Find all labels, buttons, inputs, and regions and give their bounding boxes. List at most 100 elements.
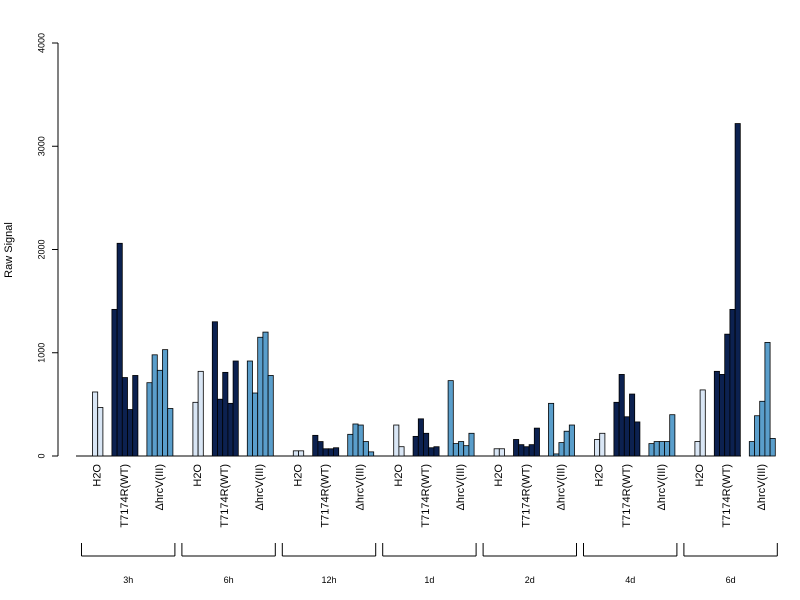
bar bbox=[699, 389, 706, 457]
bar bbox=[458, 441, 465, 457]
bar bbox=[613, 401, 620, 457]
bar bbox=[333, 447, 340, 457]
bar bbox=[232, 360, 239, 457]
bar bbox=[719, 374, 726, 457]
bar bbox=[734, 123, 741, 457]
bar bbox=[222, 371, 229, 457]
bar bbox=[217, 398, 224, 457]
bar bbox=[352, 423, 359, 457]
bar bbox=[452, 443, 459, 457]
treatment-label: H2O bbox=[292, 464, 304, 487]
bar bbox=[754, 415, 761, 457]
bar bbox=[729, 308, 736, 457]
bars-layer bbox=[92, 123, 776, 457]
bar bbox=[563, 430, 570, 457]
bar bbox=[558, 442, 565, 457]
treatment-label: T7174R(WT) bbox=[119, 464, 131, 528]
bar bbox=[468, 432, 475, 457]
bar bbox=[417, 418, 424, 457]
bar bbox=[423, 432, 430, 457]
bar bbox=[197, 370, 204, 457]
bar bbox=[634, 421, 641, 457]
y-tick-label: 4000 bbox=[36, 33, 46, 53]
treatment-label: H2O bbox=[694, 464, 706, 487]
timepoint-label: 2d bbox=[525, 575, 535, 585]
treatment-label: T7174R(WT) bbox=[420, 464, 432, 528]
bar bbox=[748, 441, 755, 457]
bar bbox=[528, 444, 535, 457]
bar bbox=[724, 333, 731, 457]
treatment-label: ΔhrcV(III) bbox=[455, 464, 467, 510]
bar bbox=[162, 349, 169, 457]
treatment-label: ΔhrcV(III) bbox=[756, 464, 768, 510]
timepoint-label: 12h bbox=[321, 575, 336, 585]
bar bbox=[317, 441, 324, 457]
bar bbox=[568, 424, 575, 457]
bar bbox=[493, 448, 500, 457]
treatment-label: ΔhrcV(III) bbox=[656, 464, 668, 510]
bar bbox=[227, 402, 234, 457]
bar bbox=[447, 380, 454, 457]
y-tick-label: 0 bbox=[36, 453, 46, 458]
bar bbox=[92, 391, 99, 457]
bar bbox=[764, 342, 771, 457]
bar bbox=[156, 369, 163, 457]
bar bbox=[523, 446, 530, 457]
bar bbox=[97, 407, 104, 457]
treatment-label: ΔhrcV(III) bbox=[355, 464, 367, 510]
y-axis-label: Raw Signal bbox=[3, 222, 15, 278]
bar bbox=[594, 439, 601, 457]
y-axis: 0 1000 2000 3000 4000 bbox=[36, 33, 59, 459]
bar bbox=[111, 308, 118, 457]
treatment-label: H2O bbox=[493, 464, 505, 487]
bar bbox=[252, 392, 259, 457]
bar bbox=[192, 401, 199, 457]
bar bbox=[648, 443, 655, 457]
timepoint-brackets: 3h 6h 12h 1d 2d 4d 6d bbox=[81, 543, 778, 585]
bar bbox=[246, 360, 253, 457]
treatment-label: ΔhrcV(III) bbox=[555, 464, 567, 510]
bar bbox=[769, 438, 776, 457]
treatment-label: H2O bbox=[192, 464, 204, 487]
bar bbox=[623, 416, 630, 457]
bar bbox=[127, 409, 134, 457]
bar bbox=[362, 441, 369, 457]
timepoint-label: 1d bbox=[424, 575, 434, 585]
bar bbox=[463, 445, 470, 457]
bar bbox=[694, 441, 701, 457]
bar bbox=[393, 424, 400, 457]
treatment-label: T7174R(WT) bbox=[520, 464, 532, 528]
treatment-label: T7174R(WT) bbox=[219, 464, 231, 528]
bar bbox=[398, 446, 405, 457]
bar bbox=[357, 424, 364, 457]
bar bbox=[211, 321, 218, 457]
bar bbox=[292, 450, 299, 457]
bar bbox=[653, 441, 660, 457]
treatment-label: H2O bbox=[393, 464, 405, 487]
bar bbox=[658, 441, 665, 457]
bar bbox=[713, 370, 720, 457]
treatment-label: T7174R(WT) bbox=[320, 464, 332, 528]
bar bbox=[327, 448, 334, 457]
bar bbox=[322, 448, 329, 457]
timepoint-label: 6h bbox=[224, 575, 234, 585]
treatment-label: T7174R(WT) bbox=[721, 464, 733, 528]
y-tick-label: 2000 bbox=[36, 239, 46, 259]
bar bbox=[267, 375, 274, 457]
treatment-labels: H2O T7174R(WT) ΔhrcV(III) H2O T7174R(WT) Δhrc… bbox=[92, 464, 769, 528]
bar bbox=[167, 408, 174, 457]
bar bbox=[629, 393, 636, 457]
bar bbox=[513, 439, 520, 457]
bar bbox=[553, 453, 560, 457]
bar bbox=[312, 434, 319, 457]
bar bbox=[759, 400, 766, 457]
treatment-label: ΔhrcV(III) bbox=[254, 464, 266, 510]
treatment-label: ΔhrcV(III) bbox=[154, 464, 166, 510]
treatment-label: T7174R(WT) bbox=[621, 464, 633, 528]
bar bbox=[121, 377, 128, 457]
bar bbox=[257, 336, 264, 457]
bar bbox=[132, 375, 139, 457]
bar bbox=[518, 444, 525, 457]
bar bbox=[116, 242, 123, 457]
